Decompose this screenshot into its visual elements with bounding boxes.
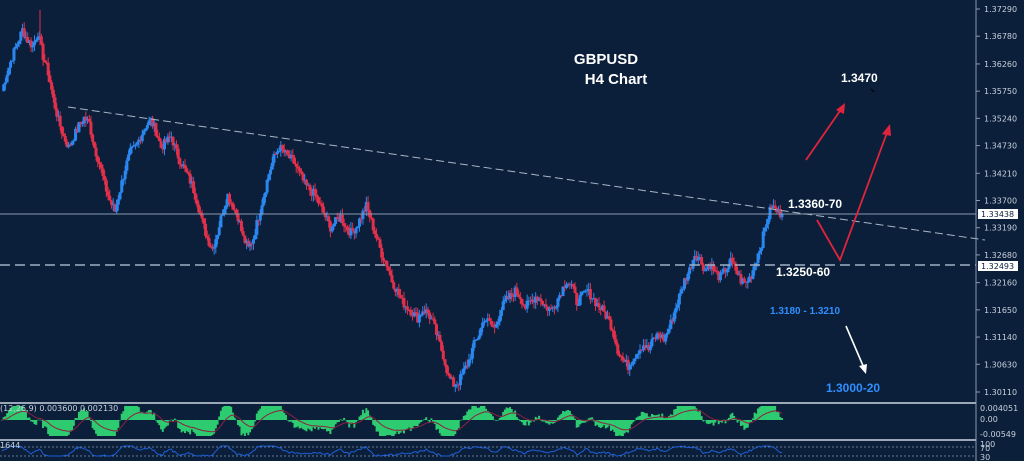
svg-text:1.34730: 1.34730 <box>984 142 1017 151</box>
bull-target-label: 1.3470 <box>841 71 878 85</box>
svg-text:1.32493: 1.32493 <box>981 262 1014 271</box>
chart-title: GBPUSD <box>574 51 638 68</box>
svg-text:1.31650: 1.31650 <box>984 306 1017 315</box>
rsi-tick-100: 100 <box>980 440 995 449</box>
rsi-separator <box>0 439 976 441</box>
svg-text:1.33700: 1.33700 <box>984 197 1017 206</box>
svg-text:1.30630: 1.30630 <box>984 360 1017 369</box>
rsi-tick-30: 30 <box>980 453 990 461</box>
svg-text:1.33438: 1.33438 <box>981 210 1014 219</box>
resistance-label: 1.3360-70 <box>788 197 842 211</box>
svg-text:1.35240: 1.35240 <box>984 114 1017 123</box>
bullish-arrow-left <box>805 103 845 161</box>
rsi-tick-70: 70 <box>980 444 990 453</box>
svg-text:1.32160: 1.32160 <box>984 279 1017 288</box>
macd-tick-zero: 0.00 <box>980 415 998 424</box>
support-price-tag: 1.32493 <box>978 261 1018 271</box>
bearish-arrow <box>845 325 867 374</box>
macd-separator <box>0 402 976 404</box>
current-price-tag: 1.33438 <box>978 209 1018 219</box>
chart-subtitle: H4 Chart <box>585 71 648 88</box>
svg-text:1.36780: 1.36780 <box>984 32 1017 41</box>
svg-text:1.37290: 1.37290 <box>984 5 1017 14</box>
candlestick-series <box>2 10 784 393</box>
svg-text:1.33190: 1.33190 <box>984 224 1017 233</box>
rsi-panel <box>1 445 782 457</box>
support-label: 1.3250-60 <box>776 265 830 279</box>
macd-panel <box>1 406 783 436</box>
svg-text:1.34210: 1.34210 <box>984 169 1017 178</box>
svg-text:1.30110: 1.30110 <box>984 388 1017 397</box>
descending-trendline <box>67 106 986 241</box>
svg-text:1.32680: 1.32680 <box>984 251 1017 260</box>
svg-text:1.35750: 1.35750 <box>984 87 1017 96</box>
lower-support-label: 1.3180 - 1.3210 <box>770 306 840 317</box>
rsi-label: 1644 <box>0 441 20 450</box>
macd-label: (12,26,9) 0.003600 0.002130 <box>0 404 118 413</box>
bear-target-label: 1.3000-20 <box>826 381 880 395</box>
svg-text:1.36260: 1.36260 <box>984 60 1017 69</box>
cursor-mark <box>870 88 875 93</box>
price-axis: 1.37290 1.36780 1.36260 1.35750 1.35240 1.347… <box>976 5 1017 397</box>
bullish-path-arrow <box>816 124 891 263</box>
svg-text:1.31140: 1.31140 <box>984 333 1017 342</box>
macd-tick-low: -0.00549 <box>980 430 1016 439</box>
macd-tick-high: 0.004051 <box>980 404 1018 413</box>
